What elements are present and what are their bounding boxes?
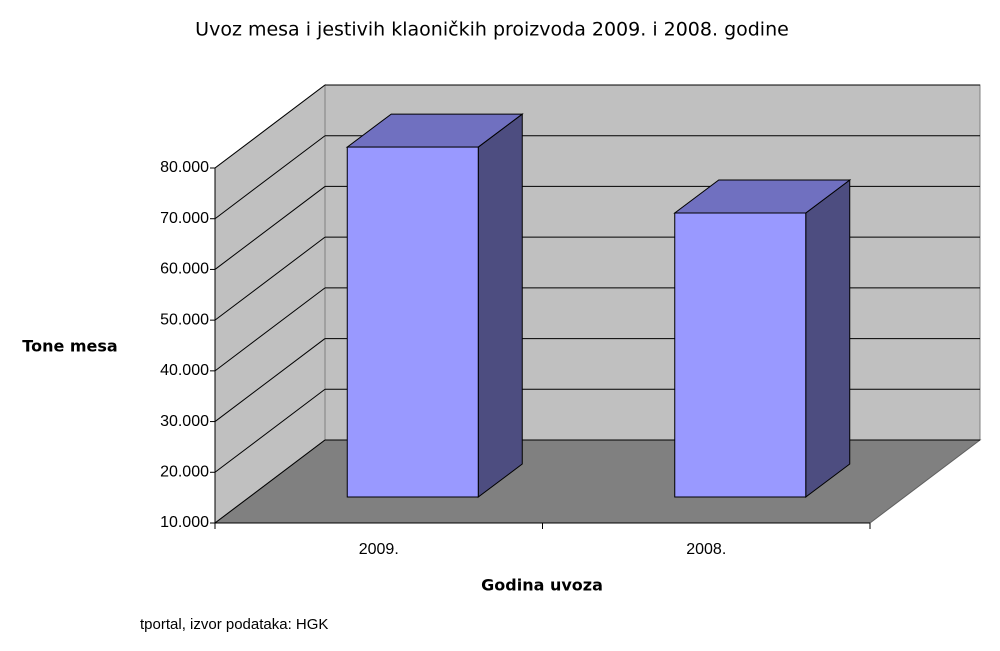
grid-line (214, 287, 326, 372)
grid-line (214, 388, 326, 473)
y-tick-label: 80.000 (160, 159, 209, 176)
x-axis-label: Godina uvoza (481, 576, 603, 595)
bar (346, 146, 479, 498)
bar-side (805, 179, 851, 498)
y-tick-label: 20.000 (160, 464, 209, 481)
grid-line (214, 439, 326, 524)
y-tick-label: 30.000 (160, 413, 209, 430)
grid-line (214, 186, 326, 270)
source-note: tportal, izvor podataka: HGK (140, 616, 328, 633)
floor (213, 439, 982, 524)
y-tick-label: 10.000 (160, 514, 209, 531)
grid-line (214, 84, 326, 169)
bar (674, 212, 807, 498)
x-tick-label: 2009. (359, 541, 399, 558)
bar-side (477, 113, 523, 498)
x-tick-label: 2008. (686, 541, 726, 558)
grid-line (214, 236, 326, 321)
y-tick-label: 50.000 (160, 311, 209, 328)
y-tick-label: 70.000 (160, 210, 209, 227)
grid-line (214, 135, 326, 220)
y-tick-label: 40.000 (160, 362, 209, 379)
y-tick-label: 60.000 (160, 261, 209, 278)
chart-title: Uvoz mesa i jestivih klaoničkih proizvod… (195, 19, 789, 41)
grid-line (214, 338, 326, 422)
y-axis-label: Tone mesa (22, 337, 117, 356)
